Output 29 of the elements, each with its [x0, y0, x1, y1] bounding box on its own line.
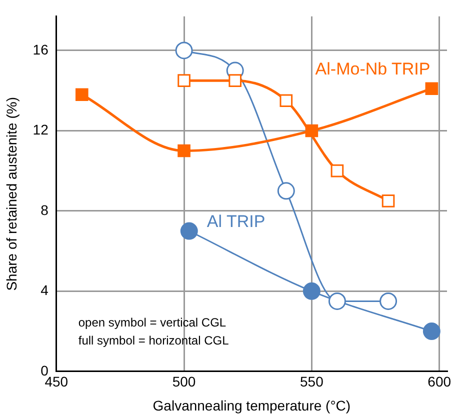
y-tick-label: 0 [40, 362, 49, 378]
x-tick-label: 550 [300, 374, 324, 390]
point [180, 222, 198, 240]
annotation: full symbol = horizontal CGL [78, 334, 230, 348]
point [178, 144, 190, 158]
annotation: open symbol = vertical CGL [78, 316, 226, 330]
x-tick-label: 500 [172, 374, 196, 390]
point [302, 282, 320, 300]
point [425, 82, 438, 96]
y-tick-label: 12 [32, 122, 49, 138]
point [280, 94, 293, 108]
point [277, 182, 295, 200]
point [422, 322, 440, 340]
point [75, 88, 88, 102]
y-tick-label: 4 [40, 282, 49, 298]
x-tick-label: 600 [428, 374, 452, 390]
point [228, 74, 242, 87]
point [175, 42, 193, 60]
y-tick-label: 16 [32, 41, 49, 58]
point [380, 292, 398, 310]
point [178, 74, 190, 87]
y-axis-title: Share of retained austenite (%) [3, 97, 20, 291]
point [330, 164, 344, 178]
point [382, 194, 395, 208]
y-tick-label: 8 [40, 202, 49, 218]
x-axis-title: Galvannealing temperature (°C) [152, 397, 351, 414]
series-label: Al TRIP [206, 212, 266, 231]
point [328, 292, 346, 310]
series-label: Al-Mo-Nb TRIP [315, 59, 430, 78]
